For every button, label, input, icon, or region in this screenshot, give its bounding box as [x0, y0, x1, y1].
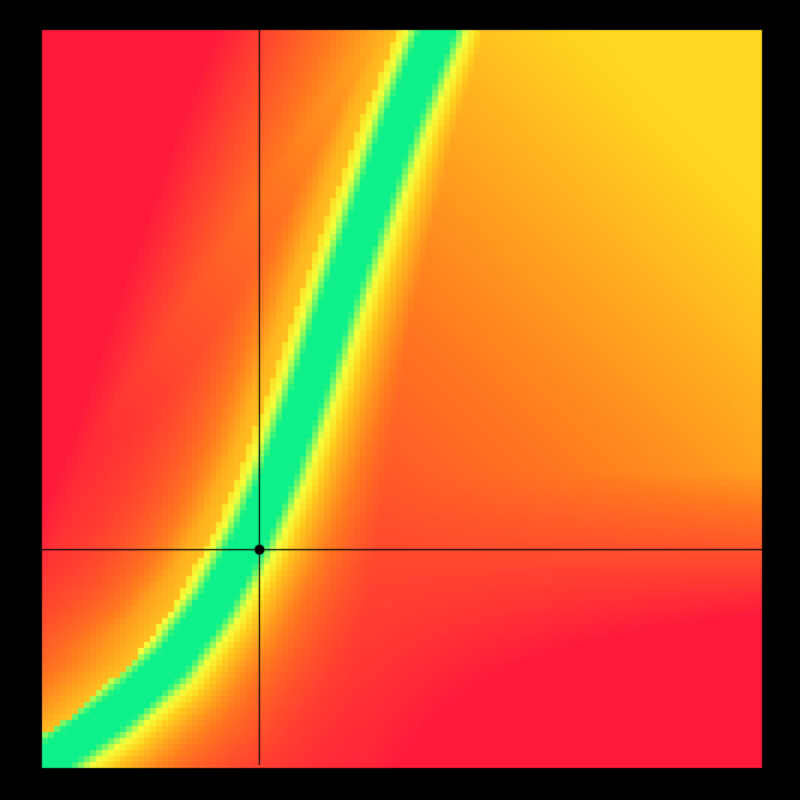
bottleneck-heatmap: [0, 0, 800, 800]
